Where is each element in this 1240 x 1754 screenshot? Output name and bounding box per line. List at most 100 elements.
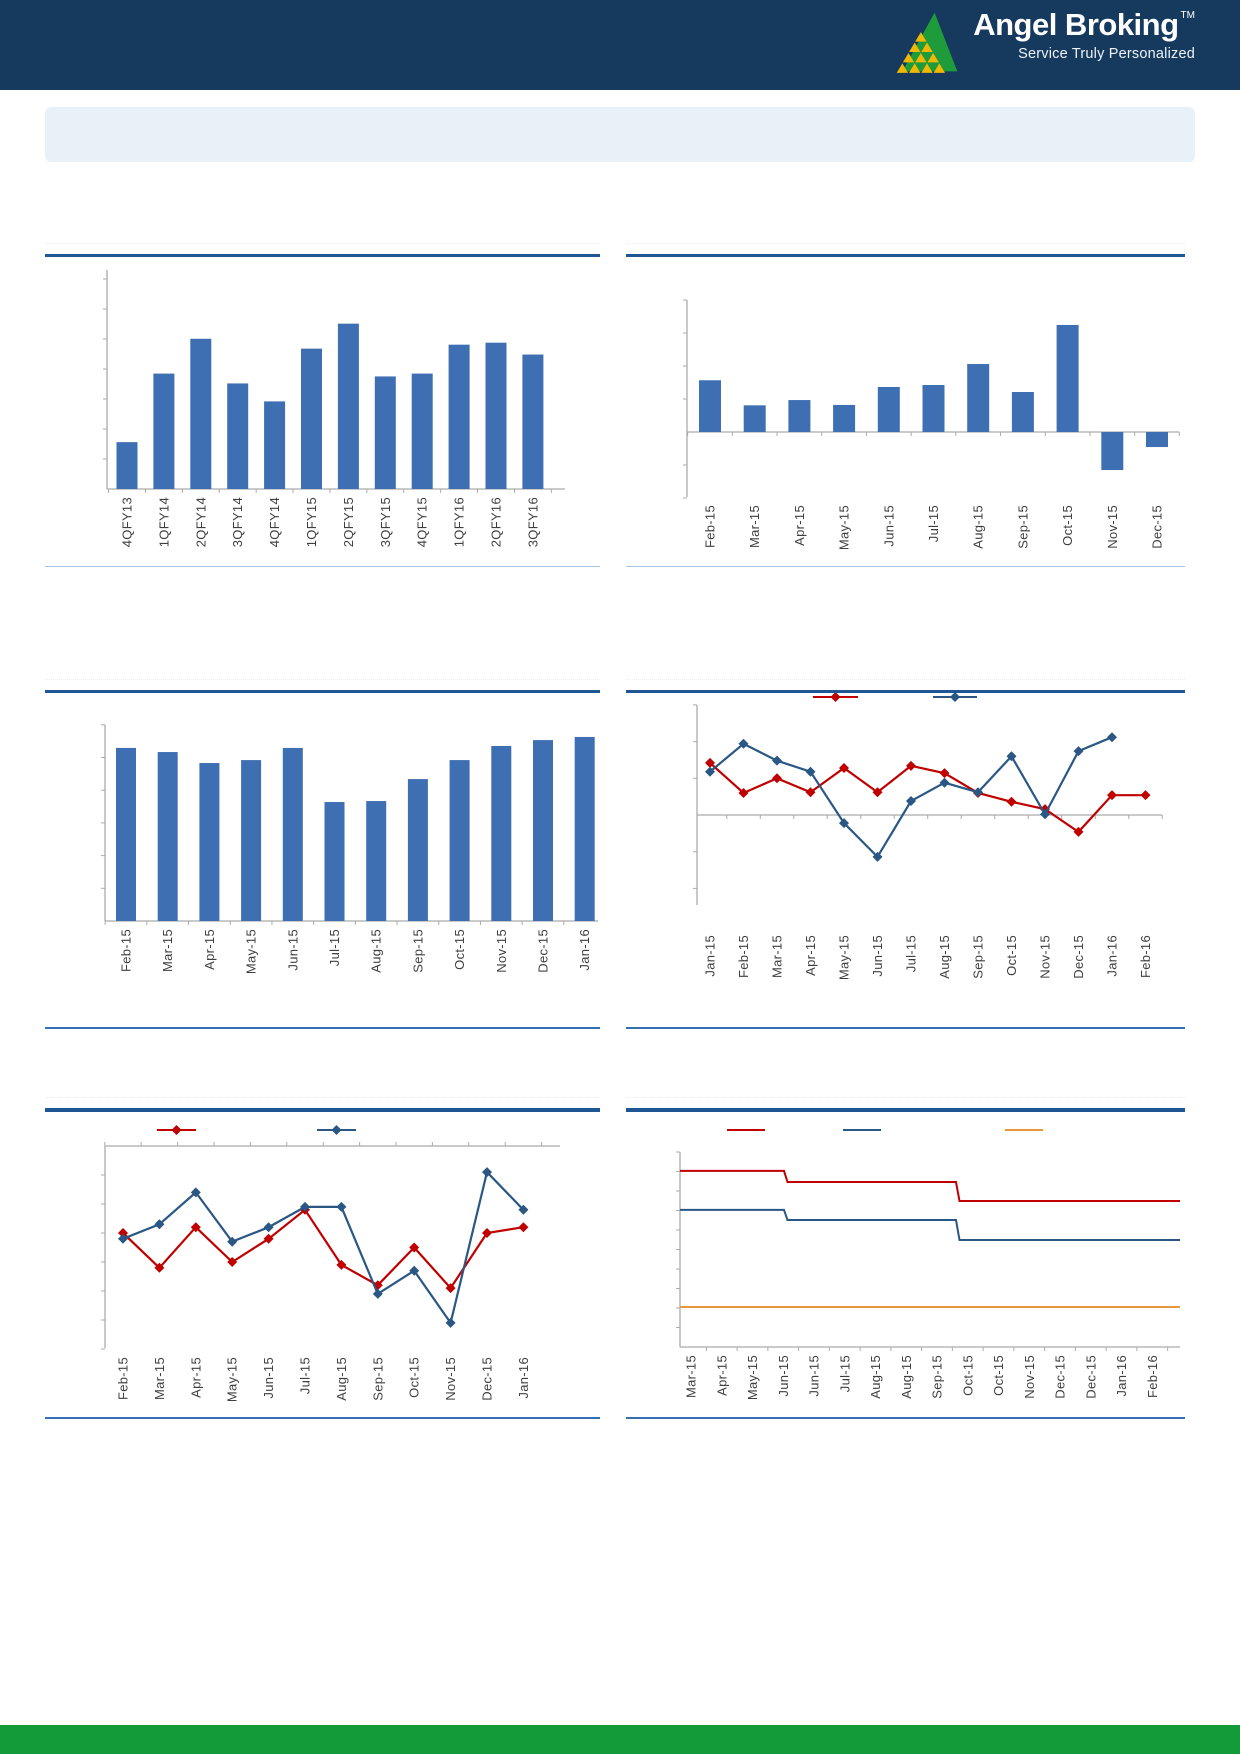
svg-text:Sep-15: Sep-15 (370, 1357, 385, 1401)
trademark-symbol: TM (1180, 9, 1195, 21)
svg-text:Aug-15: Aug-15 (971, 505, 986, 549)
svg-text:1QFY16: 1QFY16 (452, 497, 467, 547)
step-rate-chart: Mar-15 Apr-15 May-15 Jun-15 Jun-15 Jul-15 Aug-… (676, 1129, 1180, 1400)
svg-text:Dec-15: Dec-15 (1071, 935, 1086, 979)
monthly-positive-negative-bar-chart: Feb-15 Mar-15 Apr-15 May-15 Jun-15 Jul-15 Aug-… (683, 299, 1180, 550)
svg-text:Nov-15: Nov-15 (494, 929, 509, 973)
svg-text:Apr-15: Apr-15 (188, 1357, 203, 1398)
dual-line-chart: Jan-15 Feb-15 Mar-15 Apr-15 May-15 Jun-15 Jul-… (693, 693, 1163, 980)
svg-text:Sep-15: Sep-15 (971, 935, 986, 979)
svg-text:Jul-15: Jul-15 (327, 929, 342, 966)
svg-text:Jan-15: Jan-15 (703, 935, 718, 977)
svg-text:May-15: May-15 (837, 505, 852, 550)
chart-title-rule (626, 690, 1185, 693)
svg-text:Mar-15: Mar-15 (747, 505, 762, 548)
faint-divider (626, 243, 1185, 244)
svg-text:Mar-15: Mar-15 (152, 1357, 167, 1400)
svg-text:Mar-15: Mar-15 (684, 1355, 699, 1398)
svg-text:Oct-15: Oct-15 (1004, 935, 1019, 976)
svg-text:Apr-15: Apr-15 (714, 1355, 729, 1396)
svg-text:2QFY15: 2QFY15 (341, 497, 356, 547)
svg-text:Aug-15: Aug-15 (899, 1355, 914, 1399)
svg-text:Dec-15: Dec-15 (1150, 505, 1165, 549)
chart-block-monthly-net-bars: Feb-15 Mar-15 Apr-15 May-15 Jun-15 Jul-15 Aug-… (626, 243, 1185, 567)
svg-text:Oct-15: Oct-15 (407, 1357, 422, 1398)
svg-text:Jul-15: Jul-15 (904, 935, 919, 972)
section-divider (45, 565, 600, 567)
svg-text:Nov-15: Nov-15 (443, 1357, 458, 1401)
faint-divider (626, 1097, 1185, 1098)
svg-text:Nov-15: Nov-15 (1038, 935, 1053, 979)
svg-text:Jan-16: Jan-16 (1105, 935, 1120, 977)
svg-text:4QFY15: 4QFY15 (415, 497, 430, 547)
faint-divider (45, 1097, 600, 1098)
logo-canvas (896, 12, 958, 73)
brand-name: Angel Broking (973, 6, 1179, 42)
dual-line-negative-chart: Feb-15 Mar-15 Apr-15 May-15 Jun-15 Jul-15 Aug-… (101, 1125, 560, 1402)
svg-text:Mar-15: Mar-15 (770, 935, 785, 978)
svg-text:Oct-15: Oct-15 (1060, 505, 1075, 546)
svg-text:Jun-15: Jun-15 (807, 1355, 822, 1397)
svg-text:Apr-15: Apr-15 (792, 505, 807, 546)
section-divider (626, 1417, 1185, 1419)
chart-title-rule (45, 690, 600, 693)
svg-text:Nov-15: Nov-15 (1022, 1355, 1037, 1399)
svg-text:Dec-15: Dec-15 (536, 929, 551, 973)
quarterly-bar-chart: 4QFY13 1QFY14 2QFY14 3QFY14 4QFY14 1QFY15 2QFY… (103, 270, 565, 547)
svg-text:Oct-15: Oct-15 (960, 1355, 975, 1396)
chart-title-rule (626, 254, 1185, 257)
faint-divider (45, 679, 600, 680)
monthly-bar-chart: Feb-15 Mar-15 Apr-15 May-15 Jun-15 Jul-15 Aug-… (101, 724, 598, 974)
chart-block-quarterly-bars: 4QFY13 1QFY14 2QFY14 3QFY14 4QFY14 1QFY15 2QFY… (45, 243, 600, 567)
faint-divider (45, 243, 600, 244)
svg-text:Feb-15: Feb-15 (116, 1357, 131, 1400)
svg-text:Nov-15: Nov-15 (1105, 505, 1120, 549)
report-header: Angel Broking TM Service Truly Personali… (0, 0, 1240, 90)
svg-text:Sep-15: Sep-15 (930, 1355, 945, 1399)
section-divider (626, 1027, 1185, 1029)
svg-text:Jun-15: Jun-15 (261, 1357, 276, 1399)
svg-text:Jul-15: Jul-15 (298, 1357, 313, 1394)
section-divider (626, 565, 1185, 567)
svg-text:Sep-15: Sep-15 (1015, 505, 1030, 549)
svg-text:Feb-15: Feb-15 (703, 505, 718, 548)
svg-text:Aug-15: Aug-15 (868, 1355, 883, 1399)
chart-title-rule (626, 1108, 1185, 1112)
svg-text:May-15: May-15 (745, 1355, 760, 1400)
svg-text:May-15: May-15 (244, 929, 259, 974)
svg-text:4QFY13: 4QFY13 (120, 497, 135, 547)
footer-bar (0, 1725, 1240, 1754)
chart-block-monthly-bars: Feb-15 Mar-15 Apr-15 May-15 Jun-15 Jul-15 Aug-… (45, 679, 600, 1029)
svg-text:2QFY14: 2QFY14 (193, 497, 208, 547)
svg-text:2QFY16: 2QFY16 (489, 497, 504, 547)
svg-text:Dec-15: Dec-15 (1053, 1355, 1068, 1399)
brand-tagline: Service Truly Personalized (1018, 45, 1195, 62)
svg-text:May-15: May-15 (837, 935, 852, 980)
svg-text:Jan-16: Jan-16 (577, 929, 592, 971)
svg-text:Jun-15: Jun-15 (776, 1355, 791, 1397)
svg-text:Oct-15: Oct-15 (991, 1355, 1006, 1396)
angel-broking-pyramid-logo-icon (891, 9, 963, 82)
svg-text:Mar-15: Mar-15 (160, 929, 175, 972)
svg-text:1QFY14: 1QFY14 (156, 497, 171, 547)
svg-text:Jul-15: Jul-15 (926, 505, 941, 542)
svg-text:Jan-16: Jan-16 (1114, 1355, 1129, 1397)
svg-text:Oct-15: Oct-15 (452, 929, 467, 970)
svg-text:3QFY15: 3QFY15 (378, 497, 393, 547)
svg-text:3QFY16: 3QFY16 (525, 497, 540, 547)
svg-text:Dec-15: Dec-15 (480, 1357, 495, 1401)
svg-text:Jun-15: Jun-15 (870, 935, 885, 977)
svg-text:Feb-16: Feb-16 (1138, 935, 1153, 978)
chart-block-dual-line-negative: Feb-15 Mar-15 Apr-15 May-15 Jun-15 Jul-15 Aug-… (45, 1097, 600, 1419)
chart-title-rule (45, 254, 600, 257)
svg-text:Jun-15: Jun-15 (285, 929, 300, 971)
svg-text:3QFY14: 3QFY14 (230, 497, 245, 547)
svg-text:Feb-16: Feb-16 (1145, 1355, 1160, 1398)
svg-text:Apr-15: Apr-15 (202, 929, 217, 970)
section-divider (45, 1417, 600, 1419)
svg-text:Aug-15: Aug-15 (937, 935, 952, 979)
svg-text:Dec-15: Dec-15 (1083, 1355, 1098, 1399)
title-banner (45, 107, 1195, 162)
svg-text:1QFY15: 1QFY15 (304, 497, 319, 547)
